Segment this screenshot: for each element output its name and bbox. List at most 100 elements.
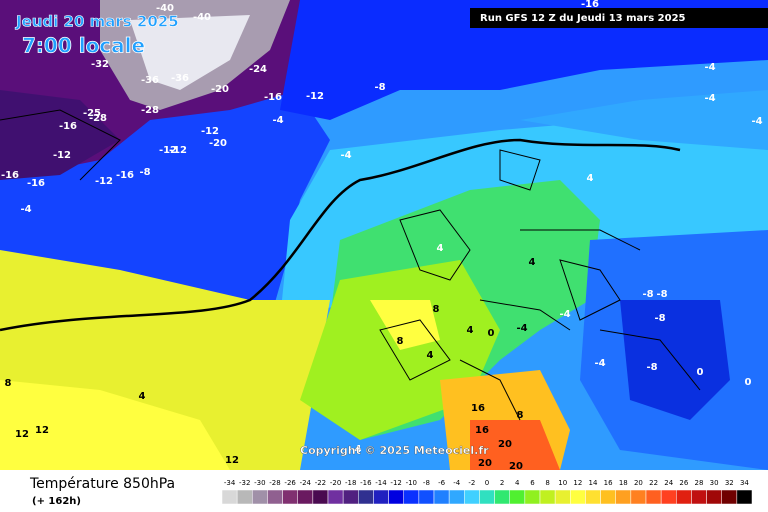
contour-label: -4	[516, 323, 527, 334]
legend-swatch	[660, 489, 677, 505]
contour-label: -4	[559, 309, 570, 320]
legend-label: -14	[375, 479, 387, 487]
contour-label: -16	[1, 170, 19, 181]
legend-swatch	[509, 489, 526, 505]
legend-label: 0	[485, 479, 489, 487]
contour-label: 4	[587, 173, 594, 184]
contour-label: -4	[340, 150, 351, 161]
legend-label: -30	[254, 479, 265, 487]
legend-label: 24	[664, 479, 673, 487]
legend-swatch	[342, 489, 359, 505]
legend-label: -12	[390, 479, 401, 487]
contour-label: -8	[374, 82, 385, 93]
contour-label: -8	[646, 362, 657, 373]
legend-label: -8	[423, 479, 430, 487]
legend-swatch	[524, 489, 541, 505]
legend-swatch	[554, 489, 571, 505]
legend: -34 -32 -30 -28 -26 -24 -22 -20 -18 -16 -14 -12 -10-…	[221, 479, 753, 505]
contour-label: -25	[83, 108, 101, 119]
contour-label: -40	[193, 12, 211, 23]
legend-swatch	[464, 489, 480, 505]
contour-label: -16	[581, 0, 599, 10]
contour-label: -36	[171, 73, 189, 84]
legend-swatch	[479, 489, 495, 505]
contour-label: -8	[139, 167, 150, 178]
contour-label: 4	[529, 257, 536, 268]
legend-swatch	[403, 489, 420, 505]
legend-swatch	[282, 489, 298, 505]
legend-label: 34	[740, 479, 749, 487]
legend-label: 30	[710, 479, 719, 487]
legend-swatch	[539, 489, 556, 505]
contour-label: 20	[498, 439, 512, 450]
legend-swatch	[358, 489, 374, 505]
contour-label: -4	[704, 62, 715, 73]
legend-swatch	[297, 489, 314, 505]
contour-label: -40	[156, 3, 174, 14]
legend-swatch	[433, 489, 450, 505]
contour-label: -16	[264, 92, 282, 103]
coastlines	[0, 109, 701, 421]
legend-label: -2	[468, 479, 475, 487]
legend-swatch	[388, 489, 404, 505]
legend-label: -22	[315, 479, 326, 487]
contour-label: 20	[478, 458, 492, 469]
contour-label: 12	[15, 429, 29, 440]
legend-label: -18	[345, 479, 356, 487]
run-info: Run GFS 12 Z du Jeudi 13 mars 2025	[480, 13, 686, 24]
contour-label: 4	[139, 391, 146, 402]
contour-label: 20	[509, 461, 523, 472]
legend-swatch	[615, 489, 632, 505]
legend-swatch	[645, 489, 662, 505]
contour-label: -8	[656, 289, 667, 300]
legend-swatch	[221, 489, 238, 505]
legend-label: -28	[269, 479, 280, 487]
map-background	[0, 0, 768, 470]
contour-label: 8	[5, 378, 12, 389]
legend-label: 10	[558, 479, 567, 487]
legend-label: -24	[300, 479, 312, 487]
legend-label: -4	[453, 479, 461, 487]
legend-label: 12	[573, 479, 582, 487]
legend-swatch	[312, 489, 329, 505]
footer-subtitle: (+ 162h)	[32, 496, 81, 507]
contour-label: -12	[169, 145, 187, 156]
legend-label: 20	[634, 479, 643, 487]
legend-label: -16	[360, 479, 372, 487]
legend-swatch	[418, 489, 435, 505]
legend-label: -32	[239, 479, 250, 487]
contour-label: -12	[53, 150, 71, 161]
contour-label: -20	[209, 138, 227, 149]
contour-label: 4	[467, 325, 474, 336]
legend-swatch	[236, 489, 253, 505]
legend-label: 28	[695, 479, 704, 487]
legend-swatch	[252, 489, 268, 505]
footer-title: Température 850hPa	[29, 476, 175, 492]
contour-label: -8	[654, 313, 665, 324]
legend-swatch	[736, 489, 753, 505]
contour-label: -12	[159, 145, 177, 156]
contour-label: -28	[141, 105, 159, 116]
valid-date: Jeudi 20 mars 2025	[15, 13, 179, 31]
contour-label: -4	[272, 115, 283, 126]
contour-label: 0	[488, 328, 495, 339]
legend-swatch	[706, 489, 722, 505]
valid-hour: 7:00 locale	[22, 34, 145, 58]
legend-label: 16	[604, 479, 613, 487]
contour-label: 4	[427, 350, 434, 361]
legend-label: -20	[330, 479, 341, 487]
legend-swatch	[630, 489, 647, 505]
legend-label: 14	[589, 479, 598, 487]
legend-swatch	[494, 489, 510, 505]
contour-label: -4	[704, 93, 715, 104]
legend-label: -10	[406, 479, 417, 487]
contour-label: 0	[697, 367, 704, 378]
contour-label: -8	[642, 289, 653, 300]
legend-label: -26	[284, 479, 296, 487]
contour-label: -36	[141, 75, 159, 86]
legend-label: 32	[725, 479, 734, 487]
contour-label: 0	[745, 377, 752, 388]
legend-label: 2	[500, 479, 504, 487]
